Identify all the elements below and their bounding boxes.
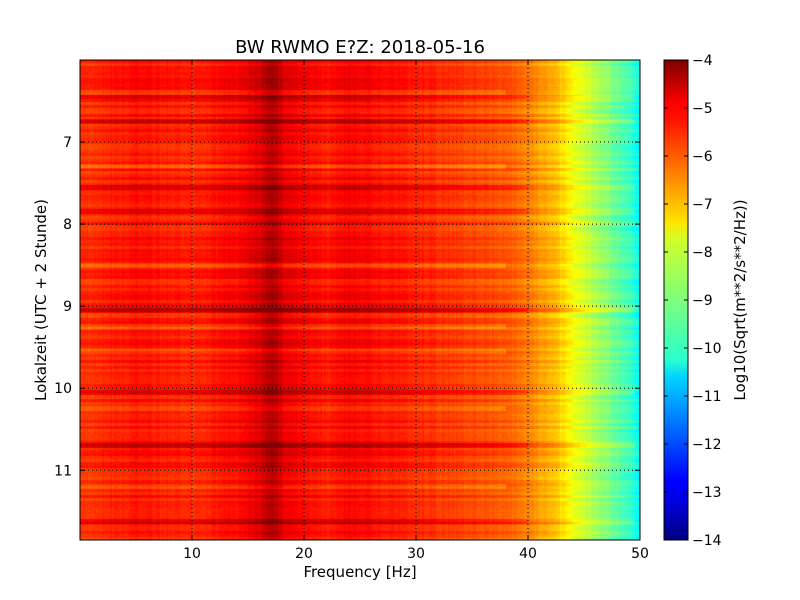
x-tick-label: 10 [183, 546, 201, 562]
y-tick-label: 10 [54, 381, 72, 397]
colorbar: −4 −5 −6 −7 −8 −9 −10 −11 −12 −13 −14 Log10(Sqrt(m… [663, 53, 749, 549]
colorbar-tick-label: −12 [692, 437, 722, 453]
x-axis-ticks: 10 20 30 40 50 [183, 60, 649, 562]
y-tick-label: 8 [63, 217, 72, 233]
x-axis-label: Frequency [Hz] [303, 563, 416, 581]
colorbar-tick-label: −4 [692, 53, 713, 69]
colorbar-ticks: −4 −5 −6 −7 −8 −9 −10 −11 −12 −13 −14 [664, 53, 722, 549]
x-tick-label: 50 [631, 546, 649, 562]
spectrogram-plot-area: 10 20 30 40 50 7 8 9 10 11 [54, 59, 649, 562]
colorbar-tick-label: −9 [692, 293, 713, 309]
x-tick-label: 30 [407, 546, 425, 562]
colorbar-tick-label: −5 [692, 101, 713, 117]
x-tick-label: 20 [295, 546, 313, 562]
chart-title: BW RWMO E?Z: 2018-05-16 [235, 37, 485, 58]
colorbar-tick-label: −8 [692, 245, 713, 261]
colorbar-tick-label: −13 [692, 485, 722, 501]
colorbar-tick-label: −7 [692, 197, 713, 213]
spectrogram-heatmap [80, 60, 640, 540]
colorbar-tick-label: −14 [692, 533, 722, 549]
plot-frame [79, 59, 641, 541]
y-tick-label: 9 [63, 299, 72, 315]
y-axis-label: Lokalzeit (UTC + 2 Stunde) [32, 199, 50, 401]
colorbar-tick-label: −11 [692, 389, 722, 405]
grid-lines [80, 60, 640, 540]
y-axis-ticks: 7 8 9 10 11 [54, 135, 640, 479]
colorbar-label: Log10(Sqrt(m**2/s**2/Hz)) [731, 199, 749, 400]
y-tick-label: 11 [54, 463, 72, 479]
x-tick-label: 40 [519, 546, 537, 562]
colorbar-tick-label: −6 [692, 149, 713, 165]
colorbar-tick-label: −10 [692, 341, 722, 357]
y-tick-label: 7 [63, 135, 72, 151]
